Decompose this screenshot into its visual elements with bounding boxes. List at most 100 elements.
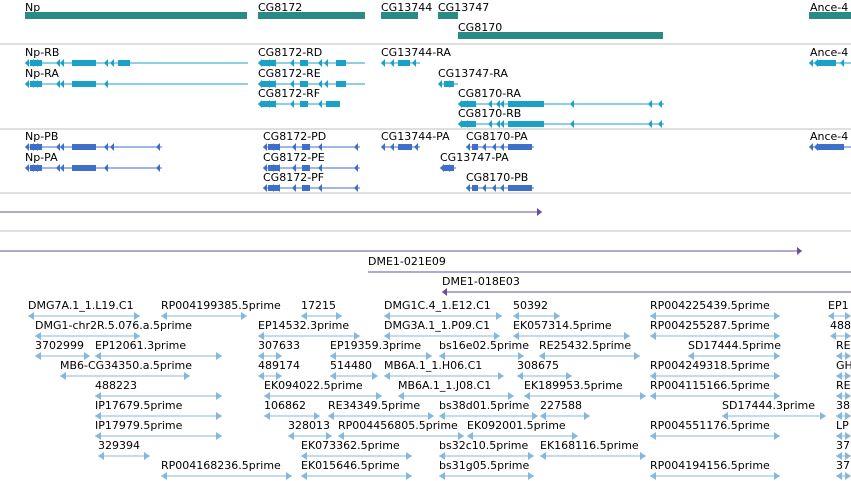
est-label: DMG1-chr2R.5.076.a.5prime [35, 319, 192, 332]
transcript-glyph[interactable] [438, 80, 458, 88]
est-glyph[interactable] [650, 372, 780, 380]
protein-glyph[interactable] [466, 143, 534, 151]
est-glyph[interactable] [828, 312, 851, 320]
est-glyph[interactable] [301, 312, 342, 320]
est-glyph[interactable] [650, 312, 780, 320]
est-glyph[interactable] [539, 352, 640, 360]
est-glyph[interactable] [688, 352, 780, 360]
protein-glyph[interactable] [25, 143, 162, 151]
est-glyph[interactable] [95, 432, 222, 440]
transcript-glyph[interactable] [458, 100, 664, 108]
transcript-glyph[interactable] [25, 59, 248, 67]
gene-bar[interactable] [809, 12, 851, 19]
transcript-glyph[interactable] [258, 80, 365, 88]
est-glyph[interactable] [540, 452, 646, 460]
protein-glyph[interactable] [466, 184, 534, 192]
est-glyph[interactable] [384, 332, 500, 340]
est-glyph[interactable] [722, 412, 826, 420]
est-glyph[interactable] [95, 352, 222, 360]
protein-glyph[interactable] [263, 184, 360, 192]
est-glyph[interactable] [439, 352, 524, 360]
gene-bar[interactable] [381, 12, 418, 19]
est-glyph[interactable] [35, 352, 90, 360]
est-glyph[interactable] [384, 372, 504, 380]
est-glyph[interactable] [540, 412, 590, 420]
est-glyph[interactable] [288, 432, 332, 440]
est-glyph[interactable] [98, 452, 150, 460]
est-glyph[interactable] [338, 432, 464, 440]
protein-glyph[interactable] [440, 164, 456, 172]
est-label: bs16e02.5prime [439, 339, 529, 352]
est-glyph[interactable] [95, 412, 222, 420]
alignment-glyph[interactable] [0, 247, 802, 255]
est-glyph[interactable] [524, 392, 646, 400]
est-label: SD17444.3prime [722, 399, 815, 412]
est-glyph[interactable] [650, 392, 780, 400]
est-glyph[interactable] [95, 392, 222, 400]
est-glyph[interactable] [398, 392, 514, 400]
est-glyph[interactable] [836, 472, 851, 480]
transcript-label: CG8170-RA [458, 87, 521, 100]
est-glyph[interactable] [330, 352, 432, 360]
est-glyph[interactable] [517, 372, 572, 380]
gene-bar[interactable] [258, 12, 365, 19]
transcript-glyph[interactable] [458, 120, 664, 128]
est-label: 17215 [301, 299, 336, 312]
est-glyph[interactable] [264, 412, 320, 420]
est-glyph[interactable] [161, 472, 292, 480]
est-glyph[interactable] [650, 472, 780, 480]
est-glyph[interactable] [258, 352, 282, 360]
est-glyph[interactable] [301, 452, 412, 460]
protein-glyph[interactable] [809, 143, 851, 151]
gene-bar[interactable] [438, 12, 458, 19]
transcript-label: CG8172-RD [258, 46, 322, 59]
alignment-glyph[interactable] [0, 208, 542, 216]
est-glyph[interactable] [650, 432, 780, 440]
est-glyph[interactable] [439, 412, 538, 420]
est-glyph[interactable] [28, 312, 140, 320]
est-label: 489174 [258, 359, 300, 372]
transcript-glyph[interactable] [381, 59, 420, 67]
est-label: MB6-CG34350.a.5prime [60, 359, 192, 372]
est-glyph[interactable] [467, 432, 578, 440]
protein-glyph[interactable] [263, 143, 360, 151]
est-glyph[interactable] [258, 332, 360, 340]
protein-glyph[interactable] [25, 164, 162, 172]
transcript-glyph[interactable] [258, 59, 365, 67]
est-glyph[interactable] [513, 312, 560, 320]
est-label: MB6A.1_1.H06.C1 [384, 359, 482, 372]
est-glyph[interactable] [836, 412, 851, 420]
protein-label: CG8172-PD [263, 130, 326, 143]
transcript-glyph[interactable] [809, 59, 851, 67]
est-label: 38 [836, 399, 850, 412]
est-glyph[interactable] [328, 412, 434, 420]
est-glyph[interactable] [384, 312, 502, 320]
transcript-glyph[interactable] [25, 80, 248, 88]
est-glyph[interactable] [439, 452, 534, 460]
est-glyph[interactable] [35, 332, 140, 340]
est-glyph[interactable] [161, 312, 247, 320]
est-glyph[interactable] [650, 332, 780, 340]
est-glyph[interactable] [836, 392, 851, 400]
protein-glyph[interactable] [381, 143, 420, 151]
est-label: RP004456805.5prime [338, 419, 458, 432]
est-glyph[interactable] [836, 452, 851, 460]
est-glyph[interactable] [836, 352, 851, 360]
est-glyph[interactable] [301, 472, 412, 480]
protein-glyph[interactable] [263, 164, 360, 172]
est-glyph[interactable] [264, 392, 382, 400]
est-glyph[interactable] [830, 332, 851, 340]
est-glyph[interactable] [60, 372, 190, 380]
est-label: 37 [836, 459, 850, 472]
est-glyph[interactable] [330, 372, 378, 380]
clone-glyph[interactable] [442, 288, 851, 296]
est-glyph[interactable] [258, 372, 282, 380]
transcript-glyph[interactable] [258, 100, 340, 108]
est-glyph[interactable] [513, 332, 630, 340]
gene-bar[interactable] [25, 12, 247, 19]
est-glyph[interactable] [439, 472, 534, 480]
est-glyph[interactable] [836, 432, 851, 440]
gene-bar[interactable] [458, 32, 663, 39]
est-glyph[interactable] [836, 372, 851, 380]
protein-label: CG13747-PA [440, 151, 509, 164]
